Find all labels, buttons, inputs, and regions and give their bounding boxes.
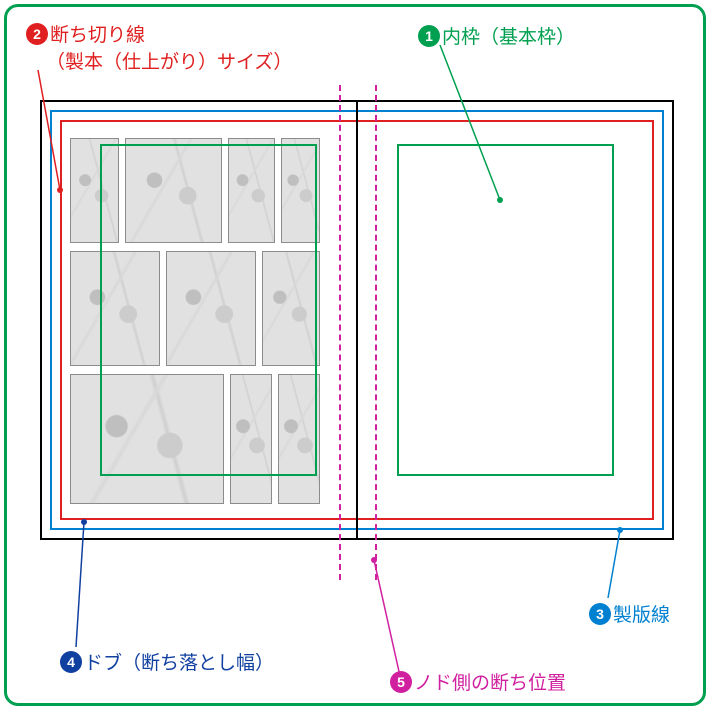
label-3: 3 製版線 [589, 600, 670, 627]
label-5: 5 ノド側の断ち位置 [390, 668, 566, 695]
label-5-text: ノド側の断ち位置 [414, 668, 566, 695]
label-1-text: 内枠（基本枠） [442, 22, 575, 49]
badge-1: 1 [418, 25, 440, 47]
spread-diagram [40, 100, 674, 540]
label-2-text-a: 断ち切り線 [50, 20, 145, 47]
gutter-dash-right [375, 85, 377, 580]
label-2: 2 断ち切り線 （製本（仕上がり）サイズ） [26, 20, 292, 74]
badge-3: 3 [589, 603, 611, 625]
label-4-text: ドブ（断ち落とし幅） [84, 648, 274, 675]
label-1: 1 内枠（基本枠） [418, 22, 575, 49]
spine-line [356, 100, 358, 540]
inner-frame-right [397, 144, 614, 476]
label-4: 4 ドブ（断ち落とし幅） [60, 648, 274, 675]
gutter-dash-left [339, 85, 341, 580]
badge-2: 2 [26, 23, 48, 45]
inner-frame-left [100, 144, 317, 476]
label-2-text-b: （製本（仕上がり）サイズ） [26, 47, 292, 74]
label-3-text: 製版線 [613, 600, 670, 627]
badge-5: 5 [390, 671, 412, 693]
badge-4: 4 [60, 651, 82, 673]
